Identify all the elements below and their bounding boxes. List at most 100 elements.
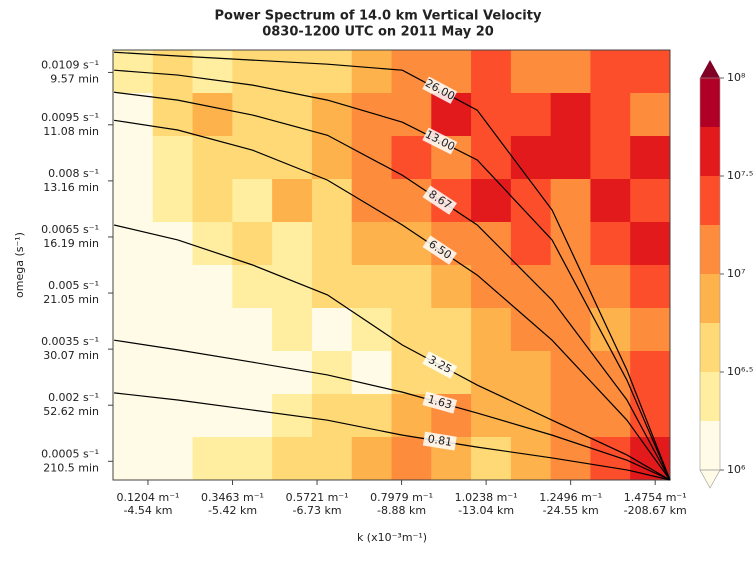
colorbar-band bbox=[700, 176, 720, 225]
heat-cell bbox=[431, 265, 472, 309]
x-tick-sublabel: -4.54 km bbox=[123, 504, 172, 517]
heat-cell bbox=[272, 136, 313, 180]
x-tick-label: 0.3463 m⁻¹ bbox=[201, 491, 264, 504]
heat-cell bbox=[113, 308, 154, 352]
heat-cell bbox=[391, 265, 432, 309]
heat-cell bbox=[232, 136, 273, 180]
heat-cell bbox=[351, 136, 392, 180]
heat-cell bbox=[272, 222, 313, 266]
heat-cell bbox=[152, 50, 194, 94]
heat-cell bbox=[351, 222, 392, 266]
heat-cell bbox=[113, 351, 154, 395]
contour-label-bg bbox=[422, 235, 457, 265]
heat-cell bbox=[113, 93, 154, 137]
heat-cell bbox=[550, 222, 591, 266]
heat-cell bbox=[232, 351, 273, 395]
heat-cell bbox=[431, 308, 472, 352]
x-tick-label: 0.5721 m⁻¹ bbox=[286, 491, 349, 504]
x-tick-label: 0.7979 m⁻¹ bbox=[370, 491, 433, 504]
heat-cell bbox=[152, 136, 194, 180]
heat-cell bbox=[630, 222, 671, 266]
heat-cell bbox=[152, 351, 194, 395]
contour-label-group: 0.81 bbox=[422, 431, 457, 451]
colorbar-tick-label: 10⁶ bbox=[727, 463, 746, 476]
heat-cell bbox=[192, 136, 233, 180]
heat-cell bbox=[471, 93, 512, 137]
heat-cell bbox=[152, 179, 194, 223]
contour-line bbox=[114, 69, 671, 481]
heat-cell bbox=[550, 93, 591, 137]
y-tick-sublabel: 21.05 min bbox=[43, 293, 99, 306]
heat-cell bbox=[471, 437, 512, 481]
y-tick-sublabel: 16.19 min bbox=[43, 237, 99, 250]
heat-cell bbox=[391, 351, 432, 395]
heat-cell bbox=[113, 265, 154, 309]
heat-cell bbox=[391, 136, 432, 180]
contour-label-bg bbox=[422, 185, 457, 215]
y-tick-sublabel: 52.62 min bbox=[43, 405, 99, 418]
contour-label-bg bbox=[422, 391, 458, 414]
contour-line bbox=[113, 224, 671, 481]
colorbar-band bbox=[700, 127, 720, 176]
heat-cell bbox=[192, 93, 233, 137]
heat-cell bbox=[550, 394, 591, 438]
heat-cell bbox=[113, 136, 154, 180]
y-tick-sublabel: 11.08 min bbox=[43, 125, 99, 138]
heat-cell bbox=[510, 394, 552, 438]
heat-cell bbox=[311, 93, 353, 137]
heat-cell bbox=[152, 308, 194, 352]
x-tick-sublabel: -6.73 km bbox=[293, 504, 342, 517]
heat-cell bbox=[311, 179, 353, 223]
heat-cell bbox=[311, 136, 353, 180]
x-tick-label: 1.2496 m⁻¹ bbox=[539, 491, 602, 504]
heat-cell bbox=[311, 351, 353, 395]
heat-cell bbox=[152, 265, 194, 309]
colorbar-tick-label: 10⁷ bbox=[727, 267, 745, 280]
contour-line bbox=[114, 119, 671, 481]
heat-cell bbox=[311, 50, 353, 94]
heat-cell bbox=[590, 93, 631, 137]
y-tick-sublabel: 9.57 min bbox=[50, 72, 99, 85]
heat-cell bbox=[590, 308, 631, 352]
y-tick-sublabel: 13.16 min bbox=[43, 181, 99, 194]
y-tick-label: 0.0109 s⁻¹ bbox=[41, 58, 99, 71]
heat-cell bbox=[510, 437, 552, 481]
heat-cell bbox=[311, 308, 353, 352]
contour-label: 1.63 bbox=[426, 393, 453, 412]
contour-line bbox=[114, 91, 671, 481]
heat-cell bbox=[192, 222, 233, 266]
heat-cell bbox=[630, 179, 671, 223]
heat-cell bbox=[232, 179, 273, 223]
heat-cell bbox=[272, 50, 313, 94]
heat-cell bbox=[351, 351, 392, 395]
plot-frame bbox=[112, 49, 671, 481]
heat-cell bbox=[232, 265, 273, 309]
heat-cell bbox=[471, 222, 512, 266]
heat-cell bbox=[192, 265, 233, 309]
x-tick-label: 1.0238 m⁻¹ bbox=[455, 491, 518, 504]
colorbar-extend-bottom bbox=[699, 469, 721, 489]
colorbar-band bbox=[700, 225, 720, 274]
y-tick-label: 0.0005 s⁻¹ bbox=[41, 447, 99, 460]
heat-cell bbox=[272, 308, 313, 352]
x-axis-label: k (x10⁻³m⁻¹) bbox=[357, 531, 427, 544]
y-tick-label: 0.0095 s⁻¹ bbox=[41, 111, 99, 124]
heat-cell bbox=[590, 351, 631, 395]
heat-cell bbox=[471, 179, 512, 223]
heat-cell bbox=[152, 437, 194, 481]
heat-cell bbox=[630, 265, 671, 309]
heat-cell bbox=[630, 308, 671, 352]
heat-cell bbox=[232, 222, 273, 266]
heat-cell bbox=[590, 136, 631, 180]
colorbar-band bbox=[700, 274, 720, 323]
heat-cell bbox=[550, 308, 591, 352]
chart-subtitle: 0830-1200 UTC on 2011 May 20 bbox=[262, 25, 494, 40]
heat-cell bbox=[272, 179, 313, 223]
contour-label-bg bbox=[422, 127, 458, 155]
colorbar-band bbox=[700, 372, 720, 421]
heat-cell bbox=[152, 222, 194, 266]
contour-label-bg bbox=[422, 76, 458, 104]
heat-cell bbox=[391, 308, 432, 352]
heat-cell bbox=[471, 394, 512, 438]
